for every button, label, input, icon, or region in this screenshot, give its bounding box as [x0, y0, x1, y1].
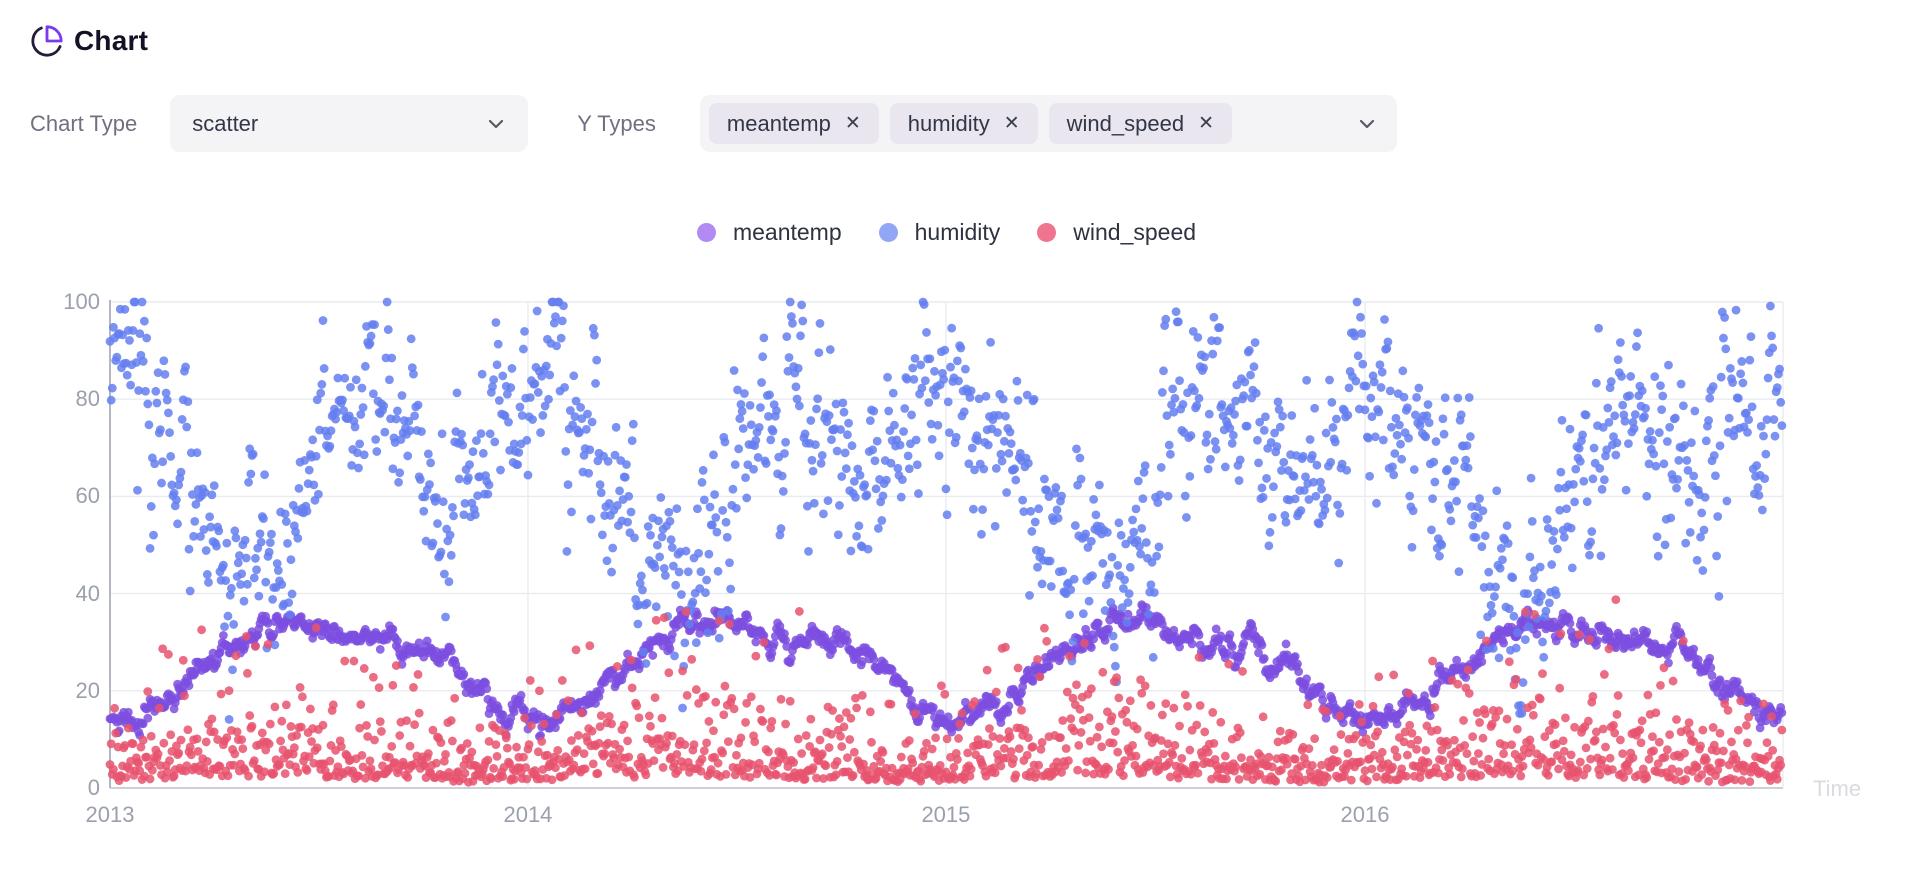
y-axis-tick-label: 80	[75, 386, 100, 412]
y-types-select[interactable]: meantemp ✕ humidity ✕ wind_speed ✕	[699, 95, 1397, 152]
x-axis-tick-label: 2014	[503, 802, 553, 827]
legend-item: wind_speed	[1037, 219, 1196, 246]
legend-dot-icon	[1037, 222, 1057, 242]
y-type-tag-label: wind_speed	[1066, 110, 1185, 136]
y-axis-tick-label: 0	[87, 775, 100, 800]
x-axis-tick-label: 2016	[1340, 802, 1390, 827]
x-axis-tick-label: 2013	[85, 802, 135, 827]
remove-y-type-icon[interactable]: ✕	[1003, 113, 1020, 134]
chart-controls: Chart Type scatter Y Types meantemp ✕ humi…	[30, 95, 1397, 152]
legend-label: wind_speed	[1073, 218, 1197, 245]
x-axis-tick-label: 2015	[921, 802, 971, 827]
chart-type-label: Chart Type	[30, 110, 138, 136]
remove-y-type-icon[interactable]: ✕	[1198, 113, 1214, 134]
y-axis-tick-label: 20	[75, 677, 100, 703]
remove-y-type-icon[interactable]: ✕	[844, 113, 861, 134]
chart-type-value: scatter	[192, 110, 259, 136]
legend-item: meantemp	[696, 218, 842, 246]
page-title: Chart	[74, 25, 149, 56]
chevron-down-icon	[1359, 119, 1375, 128]
chart-legend: meantemp humidity wind_speed	[110, 217, 1783, 247]
legend-dot-icon	[696, 222, 716, 242]
pie-chart-icon	[31, 25, 63, 57]
y-type-tag: humidity ✕	[889, 103, 1038, 144]
legend-label: humidity	[914, 218, 1001, 245]
legend-item: humidity	[878, 218, 1001, 246]
y-axis-tick-label: 40	[75, 580, 100, 606]
y-type-tag: wind_speed ✕	[1048, 103, 1232, 144]
chevron-down-icon	[489, 119, 504, 128]
y-axis-tick-label: 60	[75, 483, 100, 509]
chart-type-select[interactable]: scatter	[170, 95, 529, 152]
y-type-tag-label: meantemp	[726, 110, 831, 136]
y-type-tag-label: humidity	[907, 110, 990, 136]
panel-header: Chart	[30, 24, 148, 58]
y-axis-tick-label: 100	[63, 289, 100, 314]
y-types-label: Y Types	[577, 110, 656, 136]
x-axis-title: Time	[1813, 776, 1862, 801]
y-type-tag: meantemp ✕	[708, 103, 879, 144]
legend-dot-icon	[878, 222, 898, 242]
legend-label: meantemp	[732, 218, 842, 245]
